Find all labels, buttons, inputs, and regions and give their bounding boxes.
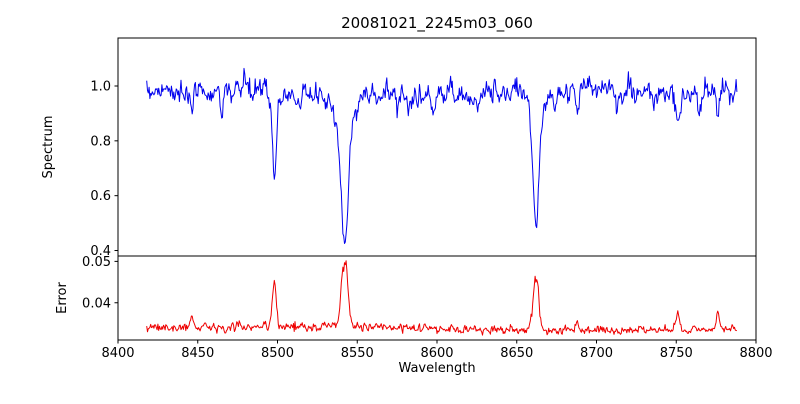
x-axis-label: Wavelength: [398, 361, 475, 376]
x-tick-label: 8650: [500, 346, 533, 361]
y-tick-label: 0.8: [90, 134, 111, 149]
y-axis-label-spectrum: Spectrum: [41, 116, 56, 179]
y-tick-label: 0.4: [90, 244, 111, 259]
spectrum-axes-box: [117, 37, 757, 257]
x-tick-label: 8800: [739, 346, 772, 361]
y-tick-label: 0.05: [82, 255, 111, 270]
error-axes-box: [117, 255, 757, 341]
x-tick-label: 8600: [420, 346, 453, 361]
x-tick-label: 8450: [181, 346, 214, 361]
y-tick-label: 1.0: [90, 79, 111, 94]
x-tick-label: 8700: [580, 346, 613, 361]
y-tick-label: 0.6: [90, 189, 111, 204]
x-tick-label: 8750: [660, 346, 693, 361]
error-line: [146, 260, 737, 336]
y-axis-label-error: Error: [55, 282, 70, 314]
spectrum-line: [146, 67, 738, 244]
data-series: [146, 67, 738, 336]
y-tick-label: 0.04: [82, 296, 111, 311]
x-tick-label: 8550: [341, 346, 374, 361]
x-tick-label: 8400: [101, 346, 134, 361]
chart-title: 20081021_2245m03_060: [341, 14, 533, 33]
x-tick-label: 8500: [261, 346, 294, 361]
axes: 8400 8450 8500 8550 8600 8650 8700 8750 8800 1.0 0…: [82, 37, 773, 361]
